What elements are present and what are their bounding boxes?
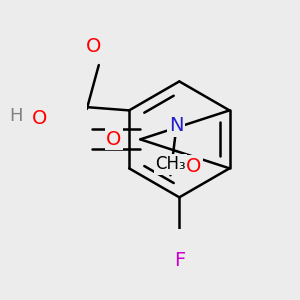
Text: H: H xyxy=(10,107,23,125)
Text: F: F xyxy=(174,251,185,270)
Text: O: O xyxy=(32,109,47,128)
Text: O: O xyxy=(186,157,202,176)
Text: O: O xyxy=(106,130,122,149)
Text: O: O xyxy=(85,38,101,56)
Text: CH₃: CH₃ xyxy=(155,155,186,173)
Text: N: N xyxy=(169,116,184,135)
